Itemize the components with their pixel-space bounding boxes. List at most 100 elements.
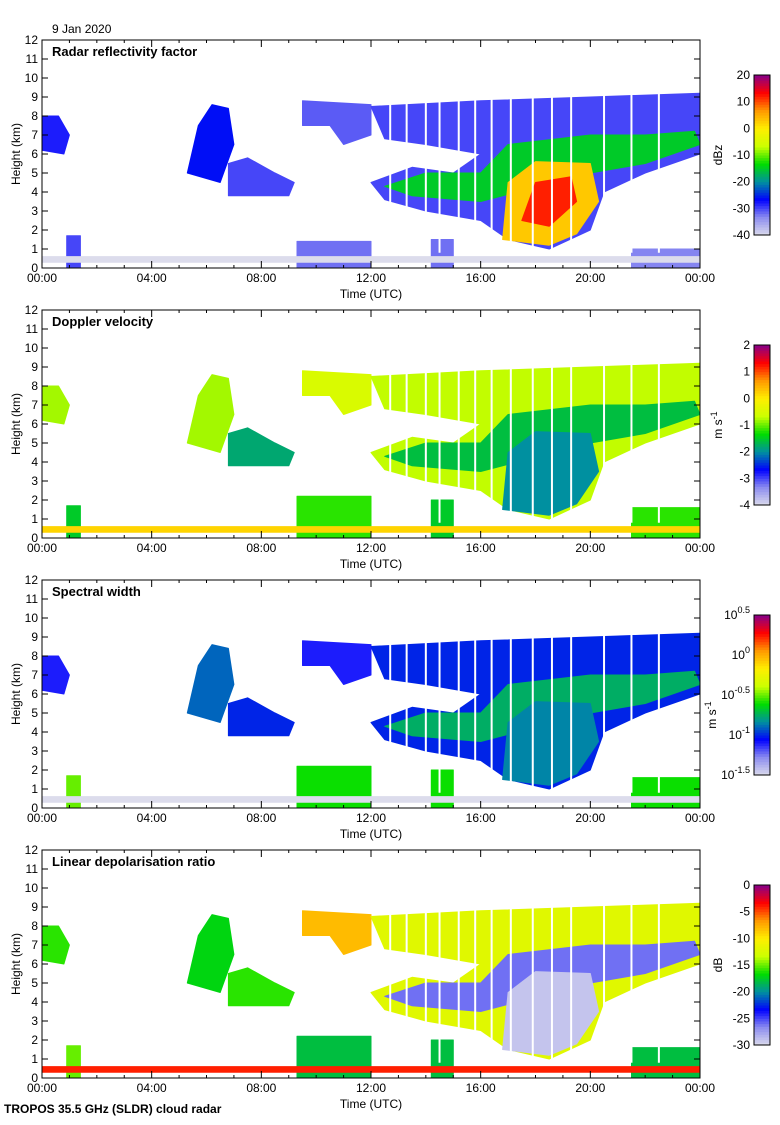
colorbar-swatch xyxy=(754,623,770,627)
colorbar-swatch xyxy=(754,743,770,747)
colorbar-swatch xyxy=(754,211,770,215)
y-axis-label: Height (km) xyxy=(9,123,23,185)
colorbar-swatch xyxy=(754,216,770,220)
y-tick-label: 12 xyxy=(25,303,39,317)
region-low-echo-2 xyxy=(296,240,372,268)
colorbar-swatch xyxy=(754,1023,770,1027)
tick-base: 10 xyxy=(729,728,743,742)
colorbar-swatch xyxy=(754,419,770,423)
y-tick-label: 8 xyxy=(31,649,38,663)
region-early-cloud xyxy=(42,385,70,425)
colorbar-tick-label: -30 xyxy=(733,201,751,215)
colorbar-swatch xyxy=(754,949,770,953)
colorbar-swatch xyxy=(754,1005,770,1009)
y-tick-label: 7 xyxy=(31,668,38,682)
y-tick-label: 9 xyxy=(31,900,38,914)
y-tick-label: 0 xyxy=(31,801,38,815)
colorbar-swatch xyxy=(754,179,770,183)
colorbar-swatch xyxy=(754,144,770,148)
colorbar-swatch xyxy=(754,478,770,482)
y-tick-label: 3 xyxy=(31,1014,38,1028)
y-tick-label: 1 xyxy=(31,512,38,526)
colorbar-tick-label: 10 xyxy=(737,95,751,109)
x-tick-label: 16:00 xyxy=(466,811,496,825)
region-early-cloud xyxy=(42,115,70,155)
colorbar-swatch xyxy=(754,965,770,969)
region-mid-layer xyxy=(227,967,295,1007)
colorbar-swatch xyxy=(754,486,770,490)
colorbar-tick-label: -5 xyxy=(739,905,750,919)
colorbar-swatch xyxy=(754,1002,770,1006)
colorbar-swatch xyxy=(754,345,770,349)
region-low-echo-1 xyxy=(66,1045,81,1078)
colorbar-swatch xyxy=(754,475,770,479)
colorbar-tick-label: -25 xyxy=(733,1011,751,1025)
colorbar-swatch xyxy=(754,663,770,667)
colorbar-swatch xyxy=(754,417,770,421)
colorbar-swatch xyxy=(754,411,770,415)
colorbar-swatch xyxy=(754,208,770,212)
colorbar-swatch xyxy=(754,724,770,728)
colorbar-swatch xyxy=(754,358,770,362)
x-tick-label: 00:00 xyxy=(27,1081,57,1095)
colorbar-swatch xyxy=(754,962,770,966)
tick-base: 10 xyxy=(732,648,746,662)
colorbar-tick-label: 0 xyxy=(743,121,750,135)
colorbar-swatch xyxy=(754,96,770,100)
y-tick-label: 11 xyxy=(26,862,39,876)
colorbar-swatch xyxy=(754,489,770,493)
y-tick-label: 6 xyxy=(31,957,38,971)
colorbar-swatch xyxy=(754,689,770,693)
region-mid-layer xyxy=(227,427,295,467)
colorbar-swatch xyxy=(754,705,770,709)
colorbar-swatch xyxy=(754,213,770,217)
x-tick-label: 20:00 xyxy=(575,811,605,825)
colorbar-swatch xyxy=(754,676,770,680)
panel-title: Doppler velocity xyxy=(52,314,154,329)
colorbar-swatch xyxy=(754,700,770,704)
colorbar-swatch xyxy=(754,152,770,156)
colorbar-swatch xyxy=(754,647,770,651)
colorbar-swatch xyxy=(754,160,770,164)
y-tick-label: 10 xyxy=(25,341,39,355)
colorbar-swatch xyxy=(754,895,770,899)
colorbar-swatch xyxy=(754,906,770,910)
colorbar-swatch xyxy=(754,451,770,455)
colorbar-swatch xyxy=(754,748,770,752)
colorbar-swatch xyxy=(754,221,770,225)
colorbar-swatch xyxy=(754,703,770,707)
colorbar-swatch xyxy=(754,1039,770,1043)
colorbar-swatch xyxy=(754,967,770,971)
y-tick-label: 12 xyxy=(25,573,39,587)
region-mid-layer xyxy=(227,697,295,737)
colorbar-swatch xyxy=(754,893,770,897)
x-tick-label: 04:00 xyxy=(137,271,167,285)
y-tick-label: 3 xyxy=(31,744,38,758)
colorbar-swatch xyxy=(754,1026,770,1030)
colorbar-swatch xyxy=(754,925,770,929)
colorbar-swatch xyxy=(754,946,770,950)
colorbar-swatch xyxy=(754,719,770,723)
colorbar-swatch xyxy=(754,149,770,153)
colorbar-frame xyxy=(753,884,771,1046)
colorbar-swatch xyxy=(754,660,770,664)
colorbar-swatch xyxy=(754,695,770,699)
colorbar-swatch xyxy=(754,914,770,918)
unit-base: m s xyxy=(711,419,725,438)
tick-exponent: 0 xyxy=(745,645,750,655)
colorbar-swatch xyxy=(754,219,770,223)
colorbar-swatch xyxy=(754,1031,770,1035)
colorbar-swatch xyxy=(754,687,770,691)
colorbar-swatch xyxy=(754,433,770,437)
colorbar-swatch xyxy=(754,91,770,95)
colorbar-swatch xyxy=(754,128,770,132)
y-tick-label: 4 xyxy=(31,185,38,199)
colorbar-swatch xyxy=(754,401,770,405)
colorbar-swatch xyxy=(754,692,770,696)
colorbar-swatch xyxy=(754,184,770,188)
y-tick-label: 7 xyxy=(31,938,38,952)
colorbar-swatch xyxy=(754,403,770,407)
colorbar-swatch xyxy=(754,901,770,905)
